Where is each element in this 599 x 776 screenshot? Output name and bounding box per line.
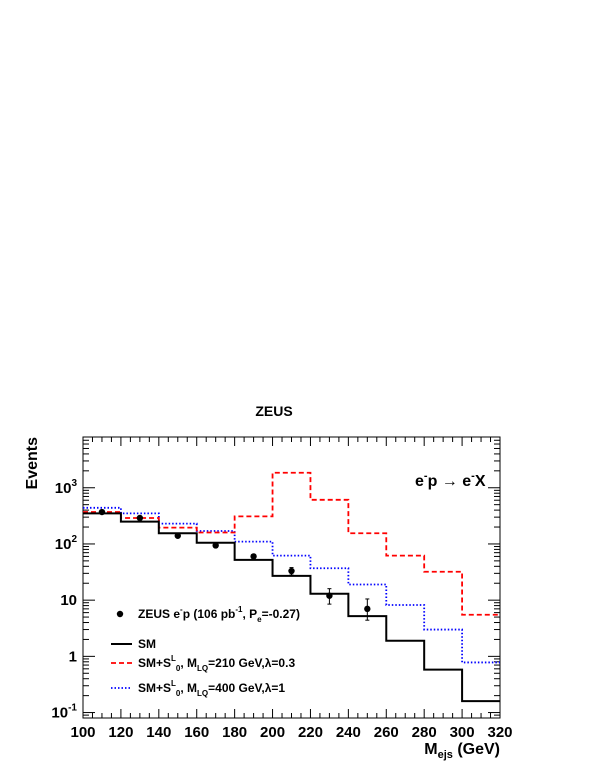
- series-lq400: [83, 506, 500, 664]
- data-point: [98, 508, 106, 516]
- x-tick-label: 120: [108, 724, 133, 741]
- legend: ZEUS e-p (106 pb-1, Pe=-0.27) SM SM+SL0, M…: [111, 605, 300, 698]
- y-tick-label: 10-1: [51, 703, 77, 722]
- x-tick-label: 320: [487, 724, 512, 741]
- data-points: [98, 508, 371, 621]
- x-tick-label: 200: [260, 724, 285, 741]
- x-axis-label: Mejs (GeV): [424, 741, 500, 761]
- legend-label: ZEUS e-p (106 pb-1, Pe=-0.27): [138, 605, 300, 624]
- data-point: [326, 592, 333, 599]
- series-layer: [83, 471, 500, 703]
- series-sm: [83, 512, 500, 703]
- legend-marker: [116, 610, 124, 618]
- data-point: [136, 514, 144, 522]
- y-axis: 10-1 1 10 102 103: [51, 439, 500, 722]
- y-tick-label: 1: [69, 648, 77, 665]
- data-point: [174, 532, 181, 539]
- data-point: [250, 553, 257, 560]
- y-tick-label: 102: [55, 534, 78, 553]
- x-tick-label: 100: [70, 724, 95, 741]
- x-tick-label: 140: [146, 724, 171, 741]
- x-tick-label: 300: [450, 724, 475, 741]
- legend-label: SM+SL0, MLQ=400 GeV,λ=1: [138, 679, 285, 698]
- series-lq210: [83, 471, 500, 616]
- x-tick-label: 280: [412, 724, 437, 741]
- x-tick-label: 160: [184, 724, 209, 741]
- data-point: [212, 542, 219, 549]
- x-axis: 100 120 140 160 180 200 220 240 260 280 300 320: [70, 437, 513, 741]
- chart-title: ZEUS: [255, 403, 292, 419]
- x-tick-label: 220: [298, 724, 323, 741]
- x-tick-label: 180: [222, 724, 247, 741]
- y-tick-label: 103: [55, 478, 78, 497]
- data-point: [288, 567, 295, 575]
- x-tick-label: 240: [336, 724, 361, 741]
- legend-label: SM: [138, 637, 156, 651]
- data-point: [364, 605, 371, 613]
- x-tick-label: 260: [374, 724, 399, 741]
- legend-label: SM+SL0, MLQ=210 GeV,λ=0.3: [138, 654, 295, 673]
- y-axis-label: Events: [24, 437, 41, 490]
- process-annotation: e-p → e-X: [415, 470, 486, 490]
- y-tick-label: 10: [60, 592, 77, 609]
